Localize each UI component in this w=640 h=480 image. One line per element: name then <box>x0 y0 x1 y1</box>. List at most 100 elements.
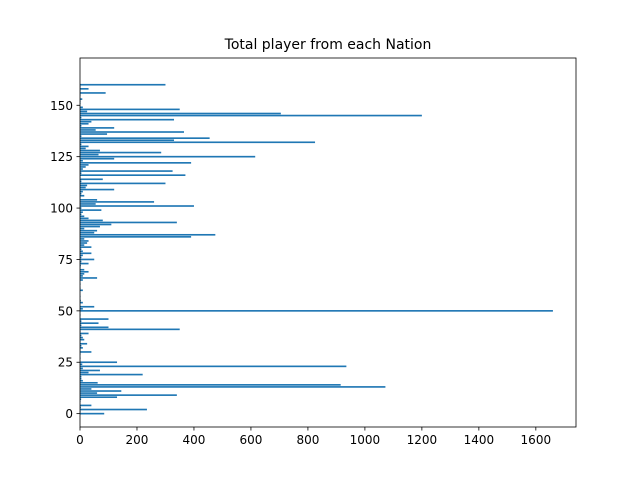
bar-148 <box>80 108 180 111</box>
bar-43 <box>80 324 82 327</box>
bar-21 <box>80 369 100 372</box>
bar-149 <box>80 106 83 109</box>
bar-81 <box>80 246 92 248</box>
bar-87 <box>80 233 216 236</box>
x-tick-label: 0 <box>76 433 84 447</box>
bar-122 <box>80 162 192 164</box>
bar-86 <box>80 236 192 238</box>
bar-33 <box>80 344 82 347</box>
bar-142 <box>80 120 92 123</box>
bar-135 <box>80 135 82 137</box>
bar-25 <box>80 361 118 364</box>
bar-15 <box>80 381 98 384</box>
bar-156 <box>80 92 106 94</box>
bar-94 <box>80 219 103 222</box>
x-tick-label: 1200 <box>407 433 438 447</box>
bar-120 <box>80 166 86 168</box>
bar-24 <box>80 363 83 366</box>
y-tick-label: 100 <box>50 202 73 216</box>
bar-76 <box>80 256 82 259</box>
y-tick-label: 125 <box>50 150 73 164</box>
bar-78 <box>80 252 92 255</box>
bar-125 <box>80 155 256 158</box>
bar-80 <box>80 248 82 251</box>
bar-160 <box>80 83 166 86</box>
bar-132 <box>80 141 316 144</box>
y-tick-label: 50 <box>58 304 73 318</box>
bar-147 <box>80 110 88 113</box>
bar-103 <box>80 201 155 203</box>
bar-143 <box>80 118 175 121</box>
x-tick-label: 600 <box>239 433 262 447</box>
bar-19 <box>80 373 143 376</box>
bar-38 <box>80 334 82 337</box>
x-tick-label: 1400 <box>464 433 495 447</box>
bar-112 <box>80 182 166 185</box>
bar-23 <box>80 365 347 368</box>
bar-39 <box>80 332 89 335</box>
y-tick-label: 150 <box>50 99 73 113</box>
bar-2 <box>80 408 147 411</box>
x-tick-label: 1600 <box>521 433 552 447</box>
bar-90 <box>80 227 85 230</box>
bar-74 <box>80 260 82 263</box>
bar-119 <box>80 168 83 170</box>
bar-128 <box>80 149 100 152</box>
bar-75 <box>80 258 95 261</box>
bar-16 <box>80 379 83 382</box>
bar-108 <box>80 190 83 193</box>
bar-88 <box>80 231 95 234</box>
bar-139 <box>80 127 115 129</box>
bar-12 <box>80 388 92 390</box>
bar-109 <box>80 188 115 191</box>
bar-20 <box>80 371 89 374</box>
bar-11 <box>80 390 122 392</box>
axes-frame <box>79 57 577 428</box>
bar-96 <box>80 215 85 218</box>
bar-98 <box>80 211 83 214</box>
bar-32 <box>80 347 83 349</box>
bar-42 <box>80 326 109 329</box>
bar-131 <box>80 143 82 146</box>
bar-72 <box>80 264 81 267</box>
bar-104 <box>80 199 98 201</box>
bar-55 <box>80 299 81 302</box>
x-tick-label: 400 <box>183 433 206 447</box>
x-tick-label: 800 <box>296 433 319 447</box>
bar-138 <box>80 129 96 131</box>
bar-46 <box>80 318 109 320</box>
bar-158 <box>80 88 89 90</box>
bar-153 <box>80 98 83 100</box>
bar-123 <box>80 159 83 162</box>
bar-65 <box>80 279 83 281</box>
bar-140 <box>80 125 82 127</box>
bar-92 <box>80 223 112 226</box>
bar-129 <box>80 147 86 150</box>
bar-9 <box>80 394 177 396</box>
bar-141 <box>80 122 89 125</box>
bar-124 <box>80 157 115 160</box>
bar-107 <box>80 192 82 195</box>
bar-18 <box>80 375 82 378</box>
bar-91 <box>80 225 100 228</box>
bar-95 <box>80 217 89 220</box>
bar-70 <box>80 268 85 271</box>
bar-114 <box>80 178 103 181</box>
y-tick-label: 25 <box>58 356 73 370</box>
bar-102 <box>80 203 96 205</box>
bar-136 <box>80 133 108 135</box>
y-tick-label: 0 <box>65 407 73 421</box>
bar-116 <box>80 174 186 176</box>
bar-130 <box>80 145 89 148</box>
bar-0 <box>80 412 105 415</box>
bar-111 <box>80 184 88 187</box>
bar-106 <box>80 194 85 197</box>
bar-60 <box>80 289 83 292</box>
bar-67 <box>80 275 83 277</box>
bar-99 <box>80 209 102 211</box>
bar-79 <box>80 250 83 253</box>
bar-121 <box>80 164 89 166</box>
bar-93 <box>80 221 177 224</box>
bar-126 <box>80 153 99 156</box>
